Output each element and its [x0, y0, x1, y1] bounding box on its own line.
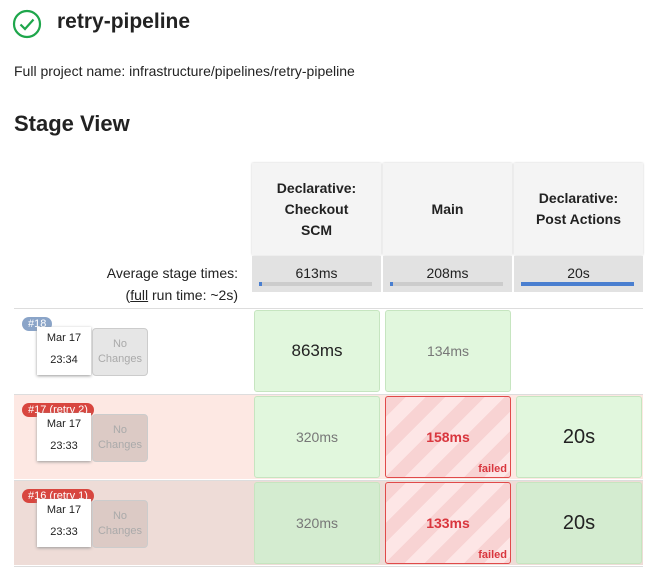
- build-date: Mar 17 23:33: [37, 499, 91, 547]
- stage-header: Declarative: Post Actions: [514, 163, 643, 255]
- progress-bar: [259, 282, 372, 286]
- duration: 158ms: [426, 429, 470, 445]
- stage-cell: 320ms: [254, 396, 380, 478]
- date: Mar 17: [46, 504, 82, 516]
- stage-cell: 20s: [516, 396, 642, 478]
- stage-header: Main: [383, 163, 512, 255]
- stage-cell: 320ms: [254, 482, 380, 564]
- changes: No Changes: [92, 414, 148, 462]
- stage-cell: 134ms: [385, 310, 511, 392]
- time: 23:33: [50, 526, 78, 538]
- paren: (: [125, 287, 131, 303]
- time: 23:34: [50, 354, 78, 366]
- progress-fill: [259, 282, 262, 286]
- stage-cell: 20s: [516, 482, 642, 564]
- date: Mar 17: [46, 332, 82, 344]
- duration: 134ms: [426, 343, 470, 359]
- stage-name: Main: [431, 200, 464, 217]
- progress-fill: [521, 282, 634, 286]
- duration: 320ms: [295, 429, 339, 445]
- success-icon: [12, 9, 42, 39]
- time: 23:33: [50, 440, 78, 452]
- full-project-name: Full project name: infrastructure/pipeli…: [14, 63, 355, 79]
- changes: No Changes: [92, 500, 148, 548]
- average-value: 20s: [567, 265, 590, 281]
- stage-view-title: Stage View: [14, 111, 130, 136]
- stage-cell: 158ms failed: [385, 396, 511, 478]
- average-label: Average stage times:: [106, 265, 238, 281]
- duration: 133ms: [426, 515, 470, 531]
- duration: 20s: [562, 425, 596, 448]
- job-title: retry-pipeline: [57, 10, 191, 33]
- progress-bar: [521, 282, 634, 286]
- status: failed: [478, 463, 507, 475]
- date: Mar 17: [46, 418, 82, 430]
- stage-header: Declarative: Checkout SCM: [252, 163, 381, 255]
- average-time: 20s: [514, 256, 643, 292]
- progress-bar: [390, 282, 503, 286]
- stage-cell: 863ms: [254, 310, 380, 392]
- duration: 20s: [562, 511, 596, 534]
- average-value: 208ms: [426, 265, 469, 281]
- run-time: run time: ~2s): [148, 287, 238, 303]
- stage-name: Declarative: Checkout SCM: [276, 179, 357, 238]
- build-row: [14, 566, 643, 571]
- progress-fill: [390, 282, 393, 286]
- build-date: Mar 17 23:34: [37, 327, 91, 375]
- full-link[interactable]: full: [130, 287, 149, 303]
- build-date: Mar 17 23:33: [37, 413, 91, 461]
- average-time: 613ms: [252, 256, 381, 292]
- stage-cell: 133ms failed: [385, 482, 511, 564]
- average-value: 613ms: [295, 265, 338, 281]
- average-time: 208ms: [383, 256, 512, 292]
- full-run-time: (full run time: ~2s): [14, 287, 238, 303]
- stage-name: Declarative: Post Actions: [535, 190, 622, 227]
- status: failed: [478, 549, 507, 561]
- duration: 320ms: [295, 515, 339, 531]
- duration: 863ms: [291, 341, 343, 360]
- changes: No Changes: [92, 328, 148, 376]
